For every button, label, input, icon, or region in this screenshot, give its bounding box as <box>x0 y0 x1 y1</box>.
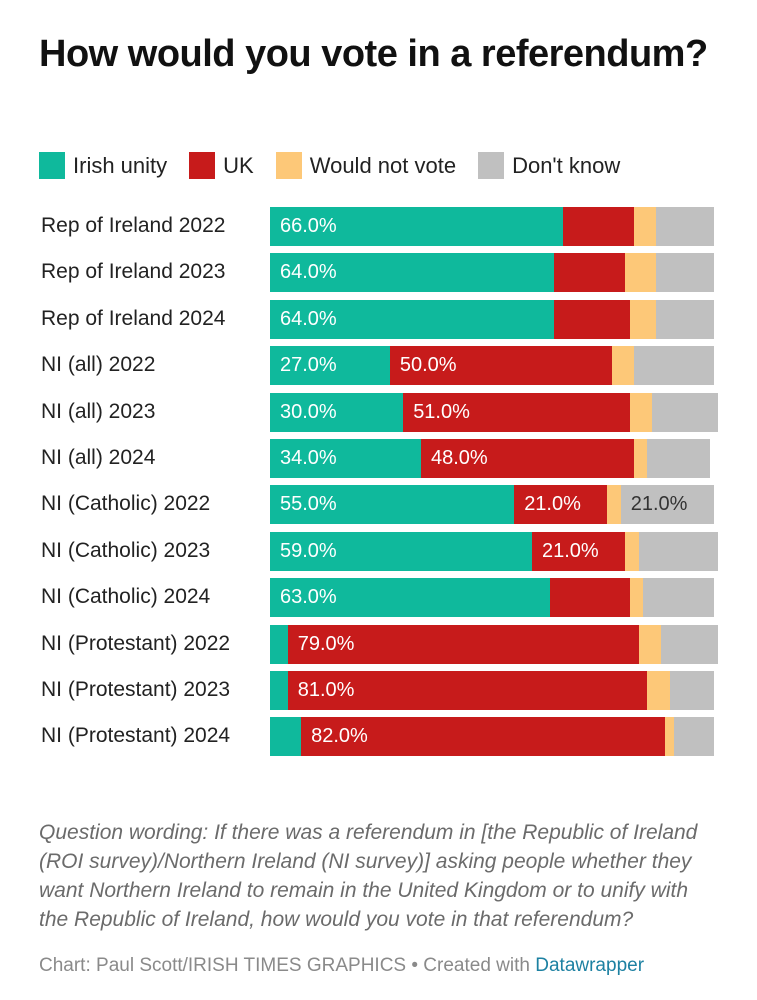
data-label-uk: 21.0% <box>541 539 599 562</box>
bar-segment-don-t-know <box>656 253 714 293</box>
bar-segment-uk <box>549 578 630 618</box>
data-label-uk: 79.0% <box>297 632 355 655</box>
legend-swatch-dont-know <box>478 152 505 179</box>
row-label: NI (Protestant) 2022 <box>41 631 231 655</box>
bar-segment-would-not-vote <box>629 392 652 432</box>
row-label: Rep of Ireland 2024 <box>41 306 226 330</box>
question-note: Question wording: If there was a referen… <box>39 821 698 931</box>
row-label: NI (all) 2022 <box>41 353 156 377</box>
data-label-irish-unity: 55.0% <box>280 493 337 516</box>
bar-segment-would-not-vote <box>629 578 643 618</box>
data-label-uk: 81.0% <box>297 679 355 701</box>
datawrapper-link[interactable]: Datawrapper <box>535 955 645 976</box>
row-label: Rep of Ireland 2023 <box>41 260 226 284</box>
legend: Irish unity UK Would not vote Don't know <box>39 152 642 179</box>
bar-segment-irish-unity <box>270 253 555 293</box>
row-label: NI (all) 2023 <box>41 399 156 423</box>
bar-segment-uk <box>403 392 630 432</box>
data-label-irish-unity: 27.0% <box>280 354 337 377</box>
legend-item-dont-know: Don't know <box>478 152 620 179</box>
bar-segment-don-t-know <box>647 439 710 478</box>
bar-segment-don-t-know <box>634 346 714 386</box>
legend-label-irish-unity: Irish unity <box>73 152 168 178</box>
bar-segment-don-t-know <box>674 717 714 757</box>
bar-segment-irish-unity <box>270 531 532 571</box>
bar-segment-irish-unity <box>270 346 390 386</box>
legend-swatch-irish-unity <box>39 152 65 179</box>
data-label-irish-unity: 34.0% <box>280 447 337 469</box>
bar-segment-uk <box>301 717 666 757</box>
bar-segment-would-not-vote <box>638 624 661 664</box>
data-label-irish-unity: 30.0% <box>280 400 337 423</box>
data-label-uk: 50.0% <box>399 354 457 377</box>
data-label-irish-unity: 66.0% <box>280 215 337 237</box>
bar-segment-don-t-know <box>656 207 714 246</box>
bar-segment-don-t-know <box>660 624 719 664</box>
bar-segment-irish-unity <box>270 485 515 525</box>
bar-segment-don-t-know <box>656 299 714 339</box>
bar-segment-don-t-know <box>620 485 714 525</box>
bar-segment-irish-unity <box>270 671 288 710</box>
data-label-uk: 48.0% <box>430 447 488 469</box>
credit-line: Chart: Paul Scott/IRISH TIMES GRAPHICS •… <box>39 955 644 977</box>
bar-segment-would-not-vote <box>634 207 657 246</box>
data-label-irish-unity: 64.0% <box>280 261 337 284</box>
bar-segment-would-not-vote <box>665 717 675 757</box>
data-label-irish-unity: 64.0% <box>280 307 337 330</box>
row-label: NI (Catholic) 2024 <box>41 585 211 609</box>
bar-segment-uk <box>563 207 635 246</box>
bar-segment-uk <box>531 531 626 571</box>
bar-segment-uk <box>514 485 608 525</box>
stacked-bar-chart: Rep of Ireland 2022 66.0% Rep of Ireland 2… <box>0 200 757 770</box>
row-label: NI (all) 2024 <box>41 446 156 469</box>
bar-segment-irish-unity <box>270 299 555 339</box>
row-label: NI (Protestant) 2023 <box>41 678 231 701</box>
legend-label-uk: UK <box>223 152 254 178</box>
legend-item-irish-unity: Irish unity <box>39 152 167 179</box>
bar-segment-would-not-vote <box>625 253 657 293</box>
row-label: NI (Protestant) 2024 <box>41 724 231 748</box>
data-label-irish-unity: 59.0% <box>280 539 337 562</box>
legend-label-dont-know: Don't know <box>512 152 621 178</box>
bar-segment-uk <box>554 299 630 339</box>
bar-segment-irish-unity <box>270 392 404 432</box>
legend-swatch-would-not-vote <box>275 152 302 179</box>
row-label: NI (Catholic) 2023 <box>41 538 211 562</box>
bar-segment-don-t-know <box>669 671 714 710</box>
bar-segment-uk <box>287 624 639 664</box>
legend-label-would-not-vote: Would not vote <box>309 152 457 178</box>
bar-segment-don-t-know <box>651 392 719 432</box>
legend-item-uk: UK <box>189 152 254 179</box>
chart-title: How would you vote in a referendum? <box>39 33 708 75</box>
bar-segment-irish-unity <box>270 578 550 618</box>
bar-segment-don-t-know <box>638 531 719 571</box>
data-label-uk: 21.0% <box>524 493 581 516</box>
row-label: Rep of Ireland 2022 <box>41 214 226 237</box>
bar-segment-would-not-vote <box>647 671 670 710</box>
credit-text: Chart: Paul Scott/IRISH TIMES GRAPHICS •… <box>39 955 536 976</box>
bar-segment-irish-unity <box>270 439 421 478</box>
bar-segment-uk <box>554 253 626 293</box>
data-label-don-t-know: 21.0% <box>630 493 688 516</box>
legend-item-would-not-vote: Would not vote <box>275 152 457 179</box>
bar-segment-would-not-vote <box>625 531 639 571</box>
bar-segment-uk <box>287 671 648 710</box>
row-label: NI (Catholic) 2022 <box>41 492 211 516</box>
data-label-irish-unity: 63.0% <box>280 586 337 609</box>
bar-segment-would-not-vote <box>634 439 648 478</box>
bar-segment-irish-unity <box>270 717 302 757</box>
data-label-uk: 82.0% <box>311 725 368 748</box>
bar-segment-uk <box>420 439 635 478</box>
bar-segment-don-t-know <box>642 578 714 618</box>
bar-segment-uk <box>389 346 612 386</box>
bar-segment-would-not-vote <box>611 346 635 386</box>
legend-swatch-uk <box>189 152 216 179</box>
bar-segment-would-not-vote <box>607 485 621 525</box>
bar-segment-irish-unity <box>270 207 564 246</box>
data-label-uk: 51.0% <box>413 400 470 423</box>
bar-segment-would-not-vote <box>629 299 657 339</box>
bar-segment-irish-unity <box>270 624 288 664</box>
